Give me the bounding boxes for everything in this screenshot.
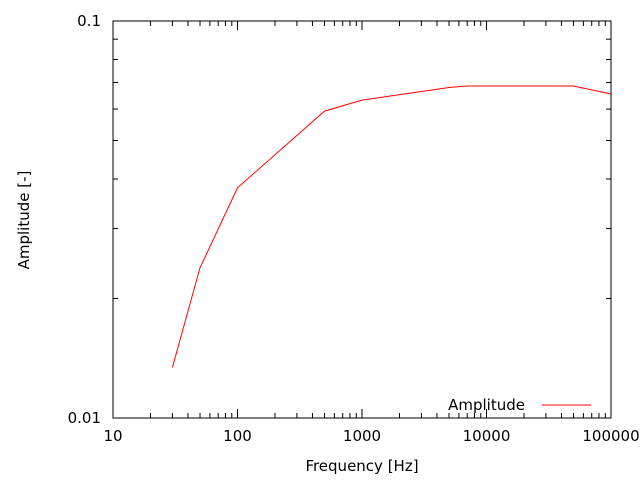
y-tick-labels: 0.01 0.1 [68,12,101,427]
x-tick-label: 10 [103,427,122,445]
y-tick-label: 0.01 [68,409,101,427]
y-axis-label: Amplitude [-] [15,171,33,270]
x-tick-label: 100000 [582,427,639,445]
x-tick-label: 1000 [343,427,381,445]
x-tick-label: 10000 [463,427,511,445]
plot-border [112,20,612,419]
axis-ticks [112,20,611,419]
series-line-amplitude [171,85,612,368]
x-tick-label: 100 [223,427,252,445]
y-tick-label: 0.1 [77,12,101,30]
x-axis-label: Frequency [Hz] [305,457,418,475]
legend-label: Amplitude [448,396,525,414]
x-tick-labels: 10 100 1000 10000 100000 [103,427,639,445]
legend: Amplitude [448,396,591,414]
series-layer [171,85,612,368]
